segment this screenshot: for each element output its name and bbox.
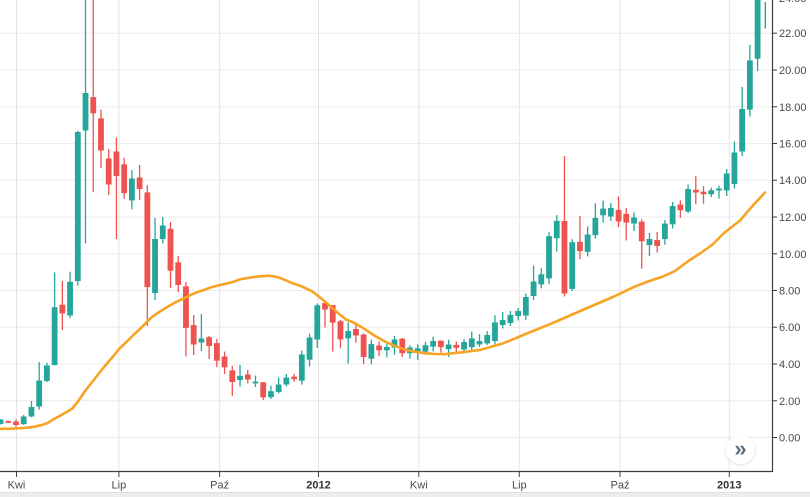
svg-text:24.00: 24.00: [779, 0, 807, 5]
svg-text:20.00: 20.00: [779, 65, 807, 77]
svg-text:Paź: Paź: [611, 480, 630, 492]
svg-text:16.00: 16.00: [779, 139, 807, 151]
svg-text:12.00: 12.00: [779, 212, 807, 224]
svg-text:Kwi: Kwi: [8, 480, 26, 492]
svg-text:Lip: Lip: [512, 480, 527, 492]
svg-text:2013: 2013: [717, 480, 741, 492]
svg-text:8.00: 8.00: [779, 286, 800, 298]
svg-text:2.00: 2.00: [779, 396, 800, 408]
svg-text:2012: 2012: [306, 480, 330, 492]
svg-text:10.00: 10.00: [779, 249, 807, 261]
svg-text:Paź: Paź: [210, 480, 229, 492]
svg-text:6.00: 6.00: [779, 322, 800, 334]
svg-text:4.00: 4.00: [779, 359, 800, 371]
svg-text:Kwi: Kwi: [410, 480, 428, 492]
svg-text:Lip: Lip: [112, 480, 127, 492]
svg-text:14.00: 14.00: [779, 175, 807, 187]
svg-text:18.00: 18.00: [779, 102, 807, 114]
svg-text:0.00: 0.00: [779, 433, 800, 445]
svg-text:22.00: 22.00: [779, 28, 807, 40]
